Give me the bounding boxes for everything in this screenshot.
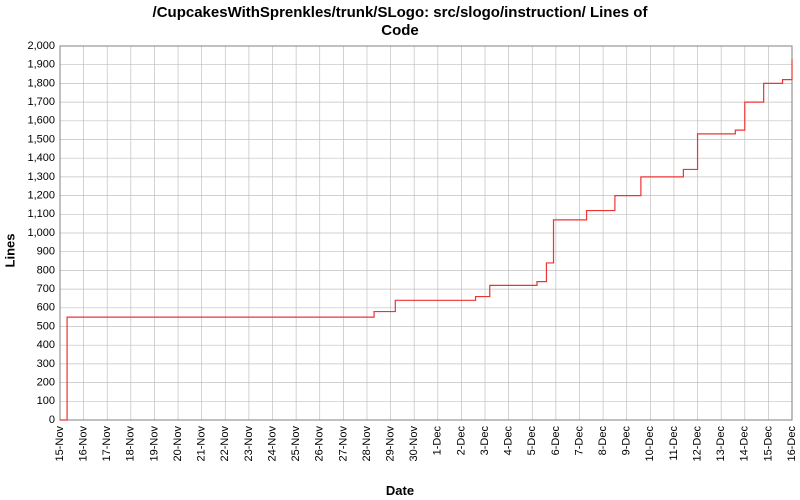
y-tick-label: 900 [37, 246, 55, 258]
x-tick-label: 5-Dec [526, 426, 538, 456]
x-tick-label: 20-Nov [172, 426, 184, 462]
x-tick-label: 4-Dec [503, 426, 515, 456]
x-tick-label: 13-Dec [715, 426, 727, 462]
loc-series-line [60, 59, 792, 420]
y-tick-label: 600 [37, 302, 55, 314]
x-tick-label: 15-Nov [54, 426, 66, 462]
x-tick-label: 12-Dec [691, 426, 703, 462]
x-tick-label: 16-Nov [78, 426, 90, 462]
y-tick-label: 1,500 [27, 133, 55, 145]
x-tick-label: 9-Dec [621, 426, 633, 456]
x-tick-label: 17-Nov [101, 426, 113, 462]
y-tick-label: 1,700 [27, 96, 55, 108]
x-tick-label: 19-Nov [148, 426, 160, 462]
x-tick-label: 24-Nov [266, 426, 278, 462]
x-tick-label: 11-Dec [668, 426, 680, 461]
y-tick-label: 800 [37, 264, 55, 276]
x-tick-label: 25-Nov [290, 426, 302, 462]
y-tick-label: 400 [37, 339, 55, 351]
x-tick-label: 21-Nov [196, 426, 208, 462]
x-tick-label: 1-Dec [432, 426, 444, 456]
x-tick-label: 2-Dec [455, 426, 467, 456]
y-tick-label: 0 [49, 414, 55, 426]
y-tick-label: 1,400 [27, 152, 55, 164]
y-tick-label: 1,200 [27, 190, 55, 202]
y-tick-label: 1,800 [27, 77, 55, 89]
x-tick-label: 3-Dec [479, 426, 491, 456]
x-tick-label: 28-Nov [361, 426, 373, 462]
y-tick-label: 1,600 [27, 115, 55, 127]
x-tick-label: 22-Nov [219, 426, 231, 462]
x-tick-label: 18-Nov [125, 426, 137, 462]
y-tick-label: 200 [37, 377, 55, 389]
x-tick-label: 27-Nov [337, 426, 349, 462]
x-tick-label: 10-Dec [644, 426, 656, 462]
y-tick-label: 500 [37, 320, 55, 332]
loc-chart: /CupcakesWithSprenkles/trunk/SLogo: src/… [0, 0, 800, 500]
x-tick-label: 16-Dec [786, 426, 798, 462]
y-tick-label: 1,100 [27, 208, 55, 220]
y-tick-label: 300 [37, 358, 55, 370]
y-tick-label: 1,000 [27, 227, 55, 239]
x-tick-label: 29-Nov [384, 426, 396, 462]
x-tick-label: 7-Dec [573, 426, 585, 456]
plot-svg: 0 100 200 300 400 500 600 700 800 900 1,000 1,100 1,… [0, 0, 800, 500]
x-tick-label: 30-Nov [408, 426, 420, 462]
x-tick-label: 23-Nov [243, 426, 255, 462]
y-tick-label: 700 [37, 283, 55, 295]
x-tick-label: 8-Dec [597, 426, 609, 456]
y-tick-label: 100 [37, 395, 55, 407]
x-tick-label: 6-Dec [550, 426, 562, 456]
x-tick-label: 26-Nov [314, 426, 326, 462]
x-tick-label: 14-Dec [739, 426, 751, 462]
x-tick-label: 15-Dec [762, 426, 774, 462]
y-tick-label: 2,000 [27, 40, 55, 52]
y-tick-label: 1,900 [27, 59, 55, 71]
y-tick-label: 1,300 [27, 171, 55, 183]
